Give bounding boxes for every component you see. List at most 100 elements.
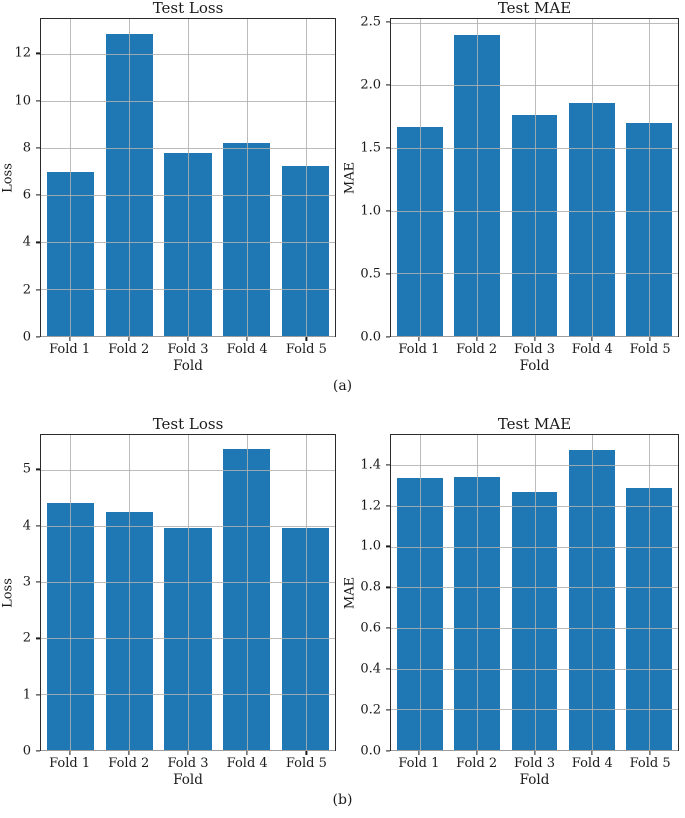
x-tick-mark bbox=[128, 751, 130, 755]
plot-wrap: MAE 0.0 0.5 1.0 1.5 2.0 2.5 bbox=[342, 14, 685, 344]
chart-test-mae-b: Test MAE MAE 0.0 0.2 0.4 0.6 0.8 1.0 1.2 1.4 Fo… bbox=[342, 400, 685, 790]
bar-fold-3 bbox=[511, 115, 558, 336]
grid-line-vertical bbox=[649, 19, 651, 336]
y-tick-label: 2 bbox=[22, 630, 31, 646]
y-tick-mark bbox=[36, 52, 40, 55]
grid-line-vertical bbox=[591, 19, 593, 336]
plot-wrap: MAE 0.0 0.2 0.4 0.6 0.8 1.0 1.2 1.4 bbox=[342, 434, 685, 758]
y-tick-mark bbox=[36, 637, 40, 639]
chart-title: Test Loss bbox=[152, 415, 224, 433]
x-tick-label: Fold 2 bbox=[456, 342, 498, 357]
x-tick-mark bbox=[69, 337, 71, 341]
x-tick-label: Fold 2 bbox=[456, 756, 498, 771]
x-axis-ticks: Fold 1 Fold 2 Fold 3 Fold 4 Fold 5 bbox=[40, 751, 336, 772]
y-tick-label: 0.0 bbox=[360, 743, 381, 759]
x-axis-ticks: Fold 1 Fold 2 Fold 3 Fold 4 Fold 5 bbox=[40, 337, 336, 358]
x-tick-label: Fold 3 bbox=[167, 342, 209, 357]
bar-fold-3 bbox=[164, 152, 212, 336]
y-tick-label: 1.2 bbox=[360, 498, 381, 514]
grid-line-horizontal bbox=[41, 336, 335, 337]
y-tick-label: 3 bbox=[22, 574, 31, 590]
plot-area bbox=[40, 434, 336, 751]
y-tick-label: 0.6 bbox=[360, 620, 381, 636]
x-tick-label: Fold 3 bbox=[513, 342, 556, 357]
plot-area bbox=[390, 434, 679, 751]
x-axis-label: Fold bbox=[519, 358, 550, 374]
x-tick-label: Fold 1 bbox=[398, 756, 440, 771]
grid-line-vertical bbox=[419, 19, 421, 336]
y-tick-mark bbox=[386, 210, 390, 212]
x-tick-label: Fold 4 bbox=[226, 756, 268, 771]
y-tick-label: 1.4 bbox=[360, 457, 381, 473]
grid-line-horizontal bbox=[391, 336, 678, 337]
x-tick-mark bbox=[69, 751, 71, 755]
y-tick-mark bbox=[386, 147, 390, 149]
chart-title: Test MAE bbox=[497, 0, 572, 17]
y-tick-mark bbox=[36, 241, 40, 244]
y-tick-mark bbox=[386, 504, 390, 507]
x-tick-mark bbox=[187, 337, 189, 341]
x-tick-label: Fold 5 bbox=[629, 342, 671, 357]
x-tick-label: Fold 1 bbox=[398, 342, 440, 357]
y-tick-mark bbox=[36, 336, 40, 338]
y-tick-label: 4 bbox=[22, 518, 31, 534]
y-tick-label: 2 bbox=[22, 282, 31, 298]
x-axis-ticks: Fold 1 Fold 2 Fold 3 Fold 4 Fold 5 bbox=[390, 337, 679, 358]
x-tick-mark bbox=[591, 337, 593, 341]
y-tick-mark bbox=[36, 468, 40, 471]
plot-area bbox=[40, 18, 336, 337]
y-axis-ticks: 0.0 0.5 1.0 1.5 2.0 2.5 bbox=[342, 14, 390, 344]
grid-line-vertical bbox=[477, 19, 479, 336]
chart-test-mae-a: Test MAE MAE 0.0 0.5 1.0 1.5 2.0 2.5 Fold 1 Fo… bbox=[342, 0, 685, 376]
grid-line-vertical bbox=[419, 435, 421, 750]
grid-line-vertical bbox=[188, 435, 189, 750]
y-tick-label: 2.5 bbox=[360, 14, 381, 30]
x-axis-label: Fold bbox=[173, 358, 203, 374]
x-tick-label: Fold 2 bbox=[108, 756, 150, 771]
bar-fold-2 bbox=[454, 476, 501, 750]
bar-fold-3 bbox=[511, 491, 558, 750]
chart-title: Test MAE bbox=[497, 415, 572, 433]
grid-line-vertical bbox=[305, 435, 307, 750]
grid-line-vertical bbox=[70, 19, 72, 336]
x-tick-label: Fold 1 bbox=[49, 756, 91, 771]
grid-line-vertical bbox=[477, 435, 479, 750]
x-tick-label: Fold 5 bbox=[629, 756, 671, 771]
x-tick-label: Fold 4 bbox=[226, 342, 268, 357]
grid-line-vertical bbox=[70, 435, 72, 750]
y-tick-mark bbox=[36, 581, 40, 583]
x-tick-mark bbox=[476, 751, 478, 755]
grid-line-vertical bbox=[591, 435, 593, 750]
y-tick-label: 0.0 bbox=[360, 329, 381, 345]
x-tick-mark bbox=[246, 337, 248, 341]
figure-row-a: Test Loss Loss 0 2 4 6 8 10 12 Fold 1 Fold 2 Fol… bbox=[0, 0, 685, 376]
bar-fold-5 bbox=[626, 487, 673, 750]
x-tick-mark bbox=[305, 337, 307, 341]
x-tick-label: Fold 4 bbox=[571, 342, 613, 357]
grid-line-vertical bbox=[534, 19, 536, 336]
y-tick-label: 10 bbox=[14, 93, 31, 109]
x-tick-mark bbox=[246, 751, 248, 755]
x-tick-label: Fold 2 bbox=[108, 342, 150, 357]
y-axis-ticks: 0.0 0.2 0.4 0.6 0.8 1.0 1.2 1.4 bbox=[342, 434, 390, 758]
plot-area bbox=[390, 18, 679, 337]
grid-line-horizontal bbox=[41, 750, 335, 751]
x-tick-label: Fold 5 bbox=[285, 756, 327, 771]
y-tick-mark bbox=[36, 100, 40, 102]
y-tick-label: 0.8 bbox=[360, 579, 381, 595]
x-tick-mark bbox=[476, 337, 478, 341]
x-tick-mark bbox=[128, 337, 130, 341]
x-axis-ticks: Fold 1 Fold 2 Fold 3 Fold 4 Fold 5 bbox=[390, 751, 679, 772]
x-tick-label: Fold 3 bbox=[513, 756, 556, 771]
y-tick-label: 8 bbox=[22, 140, 31, 156]
chart-title: Test Loss bbox=[152, 0, 224, 17]
y-tick-label: 2.0 bbox=[360, 77, 381, 93]
y-tick-mark bbox=[386, 21, 390, 23]
y-tick-mark bbox=[386, 84, 390, 86]
y-tick-label: 1.0 bbox=[360, 203, 381, 219]
x-tick-label: Fold 4 bbox=[571, 756, 613, 771]
y-tick-mark bbox=[386, 464, 390, 466]
grid-line-vertical bbox=[246, 435, 248, 750]
